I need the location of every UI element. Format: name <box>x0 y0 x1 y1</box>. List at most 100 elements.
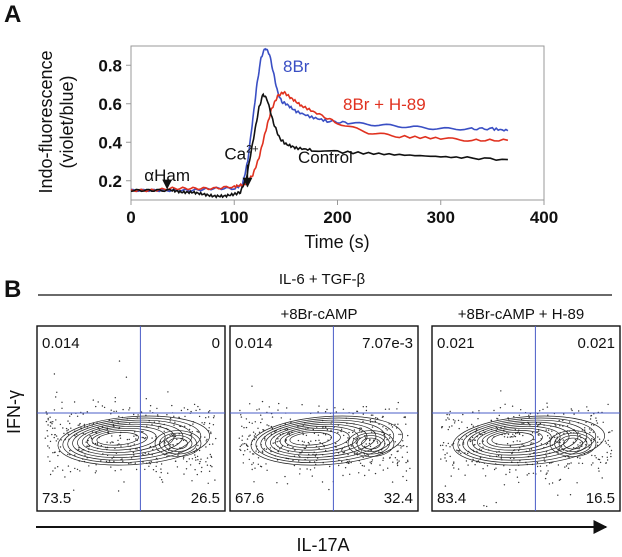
event-dot <box>244 442 246 445</box>
event-dot <box>246 438 249 440</box>
event-dot <box>500 390 502 392</box>
contour-ring <box>481 427 552 451</box>
event-dot <box>482 446 484 448</box>
event-dot <box>201 422 203 424</box>
event-dot <box>130 457 133 459</box>
event-dot <box>335 411 337 413</box>
event-dot <box>596 441 599 443</box>
event-dot <box>375 417 377 419</box>
event-dot <box>145 437 147 439</box>
event-dot <box>405 423 407 425</box>
event-dot <box>518 449 520 452</box>
event-dot <box>292 447 294 449</box>
flow-x-axis-title: IL-17A <box>296 535 349 555</box>
event-dot <box>446 452 448 454</box>
event-dot <box>521 422 523 424</box>
event-dot <box>457 450 459 452</box>
contour-ring <box>274 425 359 453</box>
event-dot <box>365 443 367 445</box>
event-dot <box>249 403 251 405</box>
event-dot <box>407 434 409 437</box>
event-dot <box>47 419 49 421</box>
event-dot <box>538 430 540 432</box>
event-dot <box>355 442 357 444</box>
event-dot <box>204 422 206 424</box>
event-dot <box>47 417 49 420</box>
event-dot <box>389 433 391 436</box>
event-dot <box>95 470 97 472</box>
event-dot <box>147 452 150 454</box>
event-dot <box>458 444 461 446</box>
flow-panel-2: 0.014 7.07e-3 67.6 32.4 <box>229 325 419 512</box>
event-dot <box>208 422 211 425</box>
event-dot <box>57 438 59 440</box>
panel-3-condition: +8Br-cAMP + H-89 <box>458 306 584 323</box>
event-dot <box>47 445 49 447</box>
event-dot <box>475 429 478 431</box>
event-dot <box>145 414 147 416</box>
event-dot <box>343 452 345 454</box>
event-dot <box>245 443 248 445</box>
event-dot <box>447 442 449 445</box>
event-dot <box>396 450 398 453</box>
event-dot <box>559 425 561 427</box>
event-dot <box>369 419 372 421</box>
event-dot <box>294 449 296 451</box>
event-dot <box>545 473 547 475</box>
event-dot <box>113 460 115 463</box>
event-dot <box>171 434 173 436</box>
event-dot <box>520 409 522 411</box>
event-dot <box>280 417 282 419</box>
event-dot <box>133 435 135 437</box>
event-dot <box>511 405 514 407</box>
quadrant-value-lower-left: 83.4 <box>437 490 466 507</box>
event-dot <box>365 406 368 408</box>
event-dot <box>48 447 50 449</box>
event-dot <box>445 419 447 421</box>
event-dot <box>453 422 456 424</box>
event-dot <box>576 456 579 459</box>
event-dot <box>497 418 499 420</box>
event-dot <box>280 446 282 449</box>
event-dot <box>279 448 281 450</box>
event-dot <box>325 426 327 428</box>
event-dot <box>509 471 511 473</box>
event-dot <box>67 465 70 467</box>
event-dot <box>192 423 194 425</box>
event-dot <box>125 376 128 378</box>
event-dot <box>526 474 528 476</box>
event-dot <box>442 449 444 451</box>
quadrant-value-upper-right: 0.021 <box>577 335 615 352</box>
event-dot <box>585 421 587 423</box>
event-dot <box>78 448 80 451</box>
event-dot <box>248 421 251 424</box>
event-dot <box>245 418 248 420</box>
event-dot <box>318 439 320 441</box>
event-dot <box>566 425 569 427</box>
event-dot <box>543 458 545 460</box>
event-dot <box>277 450 280 453</box>
event-dot <box>87 439 89 442</box>
event-dot <box>292 459 294 461</box>
event-dot <box>69 422 71 425</box>
y-tick-label: 0.6 <box>98 95 122 114</box>
event-dot <box>115 410 118 412</box>
event-dot <box>462 443 465 445</box>
event-dot <box>465 460 468 462</box>
event-dot <box>539 465 542 467</box>
event-dot <box>503 484 506 486</box>
event-dot <box>362 456 364 459</box>
event-dot <box>598 458 601 461</box>
event-dot <box>304 447 307 450</box>
event-dot <box>260 414 262 416</box>
event-dot <box>82 413 84 415</box>
contour-ring <box>352 432 390 455</box>
event-dot <box>260 466 263 468</box>
event-dot <box>253 438 256 441</box>
event-dot <box>278 402 280 405</box>
event-dot <box>439 444 442 447</box>
event-dot <box>578 448 580 450</box>
event-dot <box>121 458 123 460</box>
quadrant-value-upper-right: 7.07e-3 <box>362 335 413 352</box>
event-dot <box>402 445 405 447</box>
